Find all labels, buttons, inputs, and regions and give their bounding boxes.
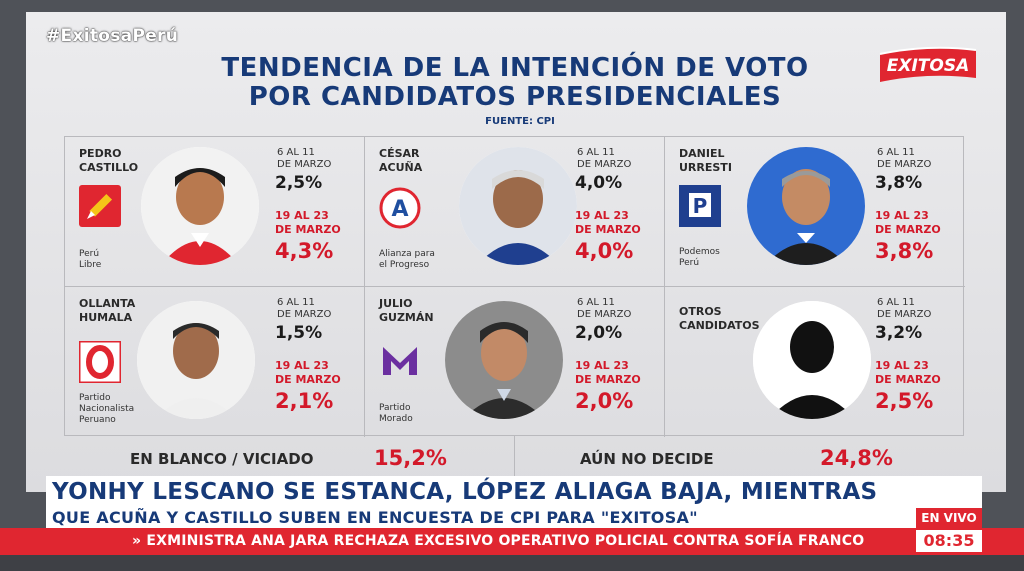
- value-period-2: 3,8%: [875, 239, 934, 263]
- clock: 08:35: [916, 530, 982, 552]
- period-2: 19 AL 23 DE MARZO: [875, 359, 941, 386]
- ticker-text: » EXMINISTRA ANA JARA RECHAZA EXCESIVO O…: [132, 533, 865, 549]
- person-photo-icon: [445, 301, 563, 419]
- hashtag: #ExitosaPerú: [46, 26, 179, 46]
- value-period-1: 2,5%: [275, 173, 323, 193]
- period-1: 6 AL 11 DE MARZO: [577, 297, 632, 320]
- period-1: 6 AL 11 DE MARZO: [277, 297, 332, 320]
- period-1: 6 AL 11 DE MARZO: [877, 147, 932, 170]
- live-badge: EN VIVO: [916, 508, 982, 528]
- candidates-grid: PEDRO CASTILLO Perú Libre 6 AL 11 DE MAR…: [64, 136, 965, 437]
- value-period-2: 4,3%: [275, 239, 334, 263]
- letter-a-icon: A: [379, 187, 421, 229]
- title-line-1: TENDENCIA DE LA INTENCIÓN DE VOTO: [221, 53, 809, 83]
- letter-p-icon: P: [679, 185, 721, 227]
- value-period-1: 4,0%: [575, 173, 623, 193]
- period-2: 19 AL 23 DE MARZO: [275, 359, 341, 386]
- value-period-2: 2,1%: [275, 389, 334, 413]
- candidate-name: OTROS CANDIDATOS: [679, 305, 760, 332]
- svg-text:A: A: [391, 197, 408, 222]
- candidate-name: DANIEL URRESTI: [679, 147, 732, 174]
- party-name: Perú Libre: [79, 249, 102, 270]
- candidate-name: OLLANTA HUMALA: [79, 297, 136, 324]
- undecided-label: AÚN NO DECIDE: [580, 450, 714, 468]
- candidate-card-humala: OLLANTA HUMALA Partido Nacionalista Peru…: [65, 287, 365, 437]
- silhouette-icon: [753, 301, 871, 419]
- person-photo-icon: [137, 301, 255, 419]
- candidate-photo: [753, 301, 871, 419]
- period-1: 6 AL 11 DE MARZO: [277, 147, 332, 170]
- letter-m-icon: [383, 347, 417, 375]
- summary-row: EN BLANCO / VICIADO 15,2% AÚN NO DECIDE …: [64, 436, 964, 476]
- person-photo-icon: [141, 147, 259, 265]
- source-label: FUENTE: CPI: [485, 116, 555, 127]
- headline-banner: YONHY LESCANO SE ESTANCA, LÓPEZ ALIAGA B…: [46, 476, 982, 528]
- candidate-photo: [747, 147, 865, 265]
- value-period-2: 2,0%: [575, 389, 634, 413]
- party-name: Podemos Perú: [679, 247, 720, 268]
- candidate-name: JULIO GUZMÁN: [379, 297, 434, 324]
- candidate-photo: [137, 301, 255, 419]
- value-period-2: 2,5%: [875, 389, 934, 413]
- summary-divider: [514, 436, 515, 476]
- headline-line-1: YONHY LESCANO SE ESTANCA, LÓPEZ ALIAGA B…: [52, 479, 878, 505]
- period-2: 19 AL 23 DE MARZO: [575, 209, 641, 236]
- candidate-name: CÉSAR ACUÑA: [379, 147, 423, 174]
- period-1: 6 AL 11 DE MARZO: [877, 297, 932, 320]
- exitosa-logo: EXITOSA: [879, 46, 977, 82]
- page-title: TENDENCIA DE LA INTENCIÓN DE VOTO POR CA…: [170, 54, 860, 112]
- period-2: 19 AL 23 DE MARZO: [275, 209, 341, 236]
- period-2: 19 AL 23 DE MARZO: [875, 209, 941, 236]
- svg-text:P: P: [693, 194, 708, 218]
- candidate-card-acuna: CÉSAR ACUÑA A Alianza para el Progreso 6…: [365, 137, 665, 287]
- candidate-card-castillo: PEDRO CASTILLO Perú Libre 6 AL 11 DE MAR…: [65, 137, 365, 287]
- footer-bar: [0, 555, 1024, 571]
- person-photo-icon: [747, 147, 865, 265]
- candidate-card-urresti: DANIEL URRESTI P Podemos Perú 6 AL 11 DE…: [665, 137, 965, 287]
- letter-o-icon: [79, 341, 121, 383]
- value-period-1: 2,0%: [575, 323, 623, 343]
- blank-label: EN BLANCO / VICIADO: [130, 450, 314, 468]
- pencil-icon: [79, 185, 121, 227]
- party-name: Partido Nacionalista Peruano: [79, 393, 135, 425]
- party-name: Partido Morado: [379, 403, 413, 424]
- value-period-2: 4,0%: [575, 239, 634, 263]
- headline-line-2: QUE ACUÑA Y CASTILLO SUBEN EN ENCUESTA D…: [52, 508, 698, 527]
- candidate-card-guzman: JULIO GUZMÁN Partido Morado 6 AL 11 DE M…: [365, 287, 665, 437]
- news-ticker: » EXMINISTRA ANA JARA RECHAZA EXCESIVO O…: [0, 528, 1024, 555]
- candidate-photo: [445, 301, 563, 419]
- value-period-1: 3,2%: [875, 323, 923, 343]
- blank-value: 15,2%: [374, 446, 447, 470]
- candidate-photo: [459, 147, 577, 265]
- period-2: 19 AL 23 DE MARZO: [575, 359, 641, 386]
- logo-text: EXITOSA: [887, 56, 970, 76]
- candidate-name: PEDRO CASTILLO: [79, 147, 139, 174]
- candidate-photo: [141, 147, 259, 265]
- value-period-1: 3,8%: [875, 173, 923, 193]
- candidate-card-others: OTROS CANDIDATOS 6 AL 11 DE MARZO 3,2% 1…: [665, 287, 965, 437]
- period-1: 6 AL 11 DE MARZO: [577, 147, 632, 170]
- party-name: Alianza para el Progreso: [379, 249, 435, 270]
- person-photo-icon: [459, 147, 577, 265]
- title-line-2: POR CANDIDATOS PRESIDENCIALES: [248, 82, 782, 112]
- value-period-1: 1,5%: [275, 323, 323, 343]
- undecided-value: 24,8%: [820, 446, 893, 470]
